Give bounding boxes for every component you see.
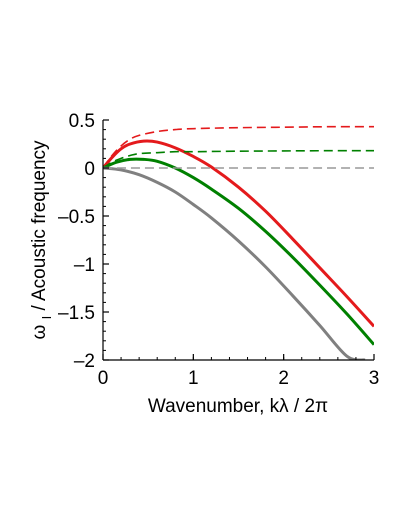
y-tick-label: –1 [74, 255, 95, 276]
series-layer [103, 125, 374, 360]
series-4-line [103, 166, 366, 360]
x-tick-label: 2 [278, 368, 289, 389]
ticks-layer: 0 1 2 3 0.5 0 –0.5 –1 –1.5 –2 [58, 111, 379, 389]
y-axis-label-omega: ω [29, 325, 50, 340]
series-2-line [103, 157, 374, 346]
x-tick-label: 0 [98, 368, 109, 389]
y-axis-label-rest: / Acoustic frequency [29, 140, 50, 311]
y-axis-label: ω I / Acoustic frequency [29, 140, 56, 340]
x-tick-label: 3 [369, 368, 380, 389]
y-tick-label: –1.5 [58, 303, 95, 324]
y-tick-label: 0 [84, 159, 95, 180]
x-tick-label: 1 [188, 368, 199, 389]
series-0-line [103, 139, 374, 328]
axes-layer [102, 120, 374, 361]
series-1-line [103, 125, 374, 169]
y-axis-label-subscript: I [39, 316, 54, 320]
y-tick-label: 0.5 [69, 111, 95, 132]
y-tick-label: –0.5 [58, 207, 95, 228]
x-axis-label: Wavenumber, kλ / 2π [148, 396, 328, 417]
series-3-line [103, 149, 374, 169]
y-tick-label: –2 [74, 351, 95, 372]
